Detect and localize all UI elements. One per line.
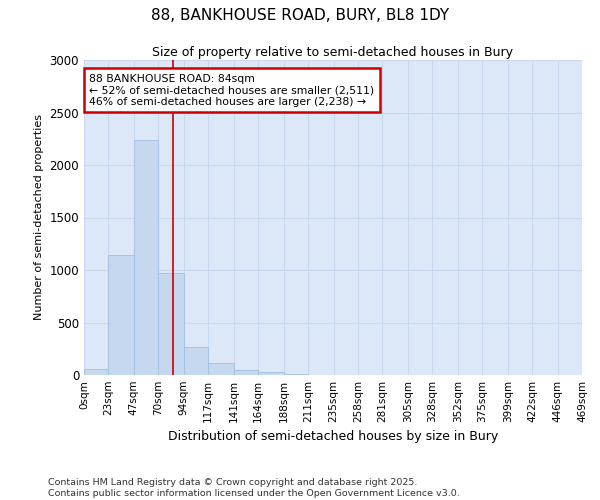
Title: Size of property relative to semi-detached houses in Bury: Size of property relative to semi-detach… — [152, 46, 514, 59]
Bar — [184, 347, 208, 375]
Bar — [109, 255, 134, 375]
Y-axis label: Number of semi-detached properties: Number of semi-detached properties — [34, 114, 44, 320]
Text: Contains HM Land Registry data © Crown copyright and database right 2025.
Contai: Contains HM Land Registry data © Crown c… — [48, 478, 460, 498]
Text: 88, BANKHOUSE ROAD, BURY, BL8 1DY: 88, BANKHOUSE ROAD, BURY, BL8 1DY — [151, 8, 449, 22]
Bar — [258, 372, 284, 375]
Bar — [134, 140, 158, 375]
Bar — [284, 374, 308, 375]
Bar — [158, 273, 184, 375]
X-axis label: Distribution of semi-detached houses by size in Bury: Distribution of semi-detached houses by … — [168, 430, 498, 444]
Bar — [84, 368, 109, 375]
Bar — [234, 370, 258, 375]
Text: 88 BANKHOUSE ROAD: 84sqm
← 52% of semi-detached houses are smaller (2,511)
46% o: 88 BANKHOUSE ROAD: 84sqm ← 52% of semi-d… — [89, 74, 374, 107]
Bar — [208, 364, 234, 375]
